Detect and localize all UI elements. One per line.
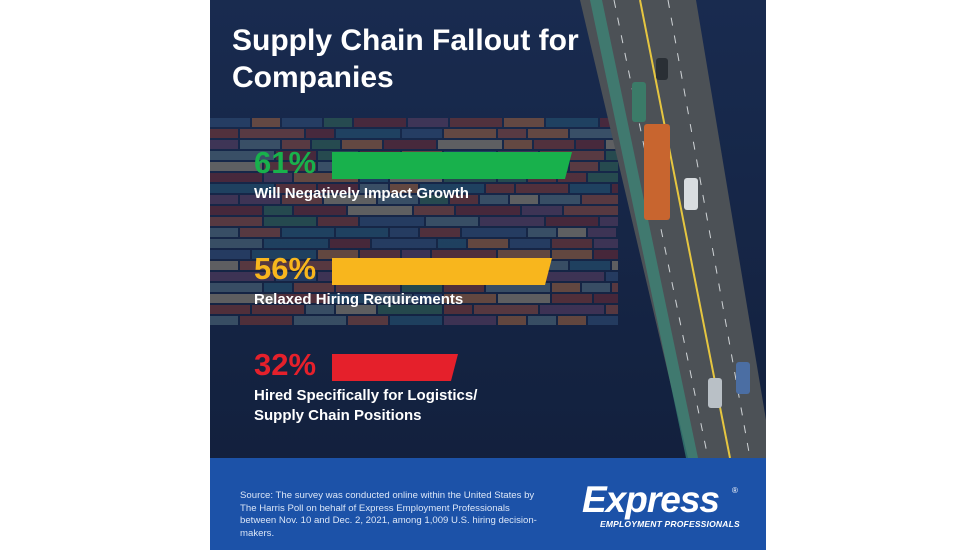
stat-bar xyxy=(332,354,458,381)
infographic-card: Supply Chain Fallout for Companies 61% Wi… xyxy=(210,0,766,550)
stat-percent: 56% xyxy=(254,251,317,286)
logo-wordmark: Express xyxy=(582,479,720,520)
stat-bar xyxy=(332,152,572,179)
bridge-road-photo xyxy=(580,0,766,458)
stat-label: Hired Specifically for Logistics/ Supply… xyxy=(254,387,478,424)
stat-bar xyxy=(332,258,552,285)
stat-label: Relaxed Hiring Requirements xyxy=(254,291,464,308)
source-note: Source: The survey was conducted online … xyxy=(240,490,537,539)
logo-registered-mark: ® xyxy=(732,486,738,495)
stat-label: Will Negatively Impact Growth xyxy=(254,185,469,202)
express-logo: Express ® EMPLOYMENT PROFESSIONALS xyxy=(582,480,742,532)
page-title: Supply Chain Fallout for Companies xyxy=(232,24,579,94)
stat-percent: 61% xyxy=(254,145,317,180)
logo-tagline: EMPLOYMENT PROFESSIONALS xyxy=(600,519,740,529)
footer: Source: The survey was conducted online … xyxy=(210,458,766,550)
container-ship-photo xyxy=(210,0,766,458)
stat-percent: 32% xyxy=(254,347,317,382)
